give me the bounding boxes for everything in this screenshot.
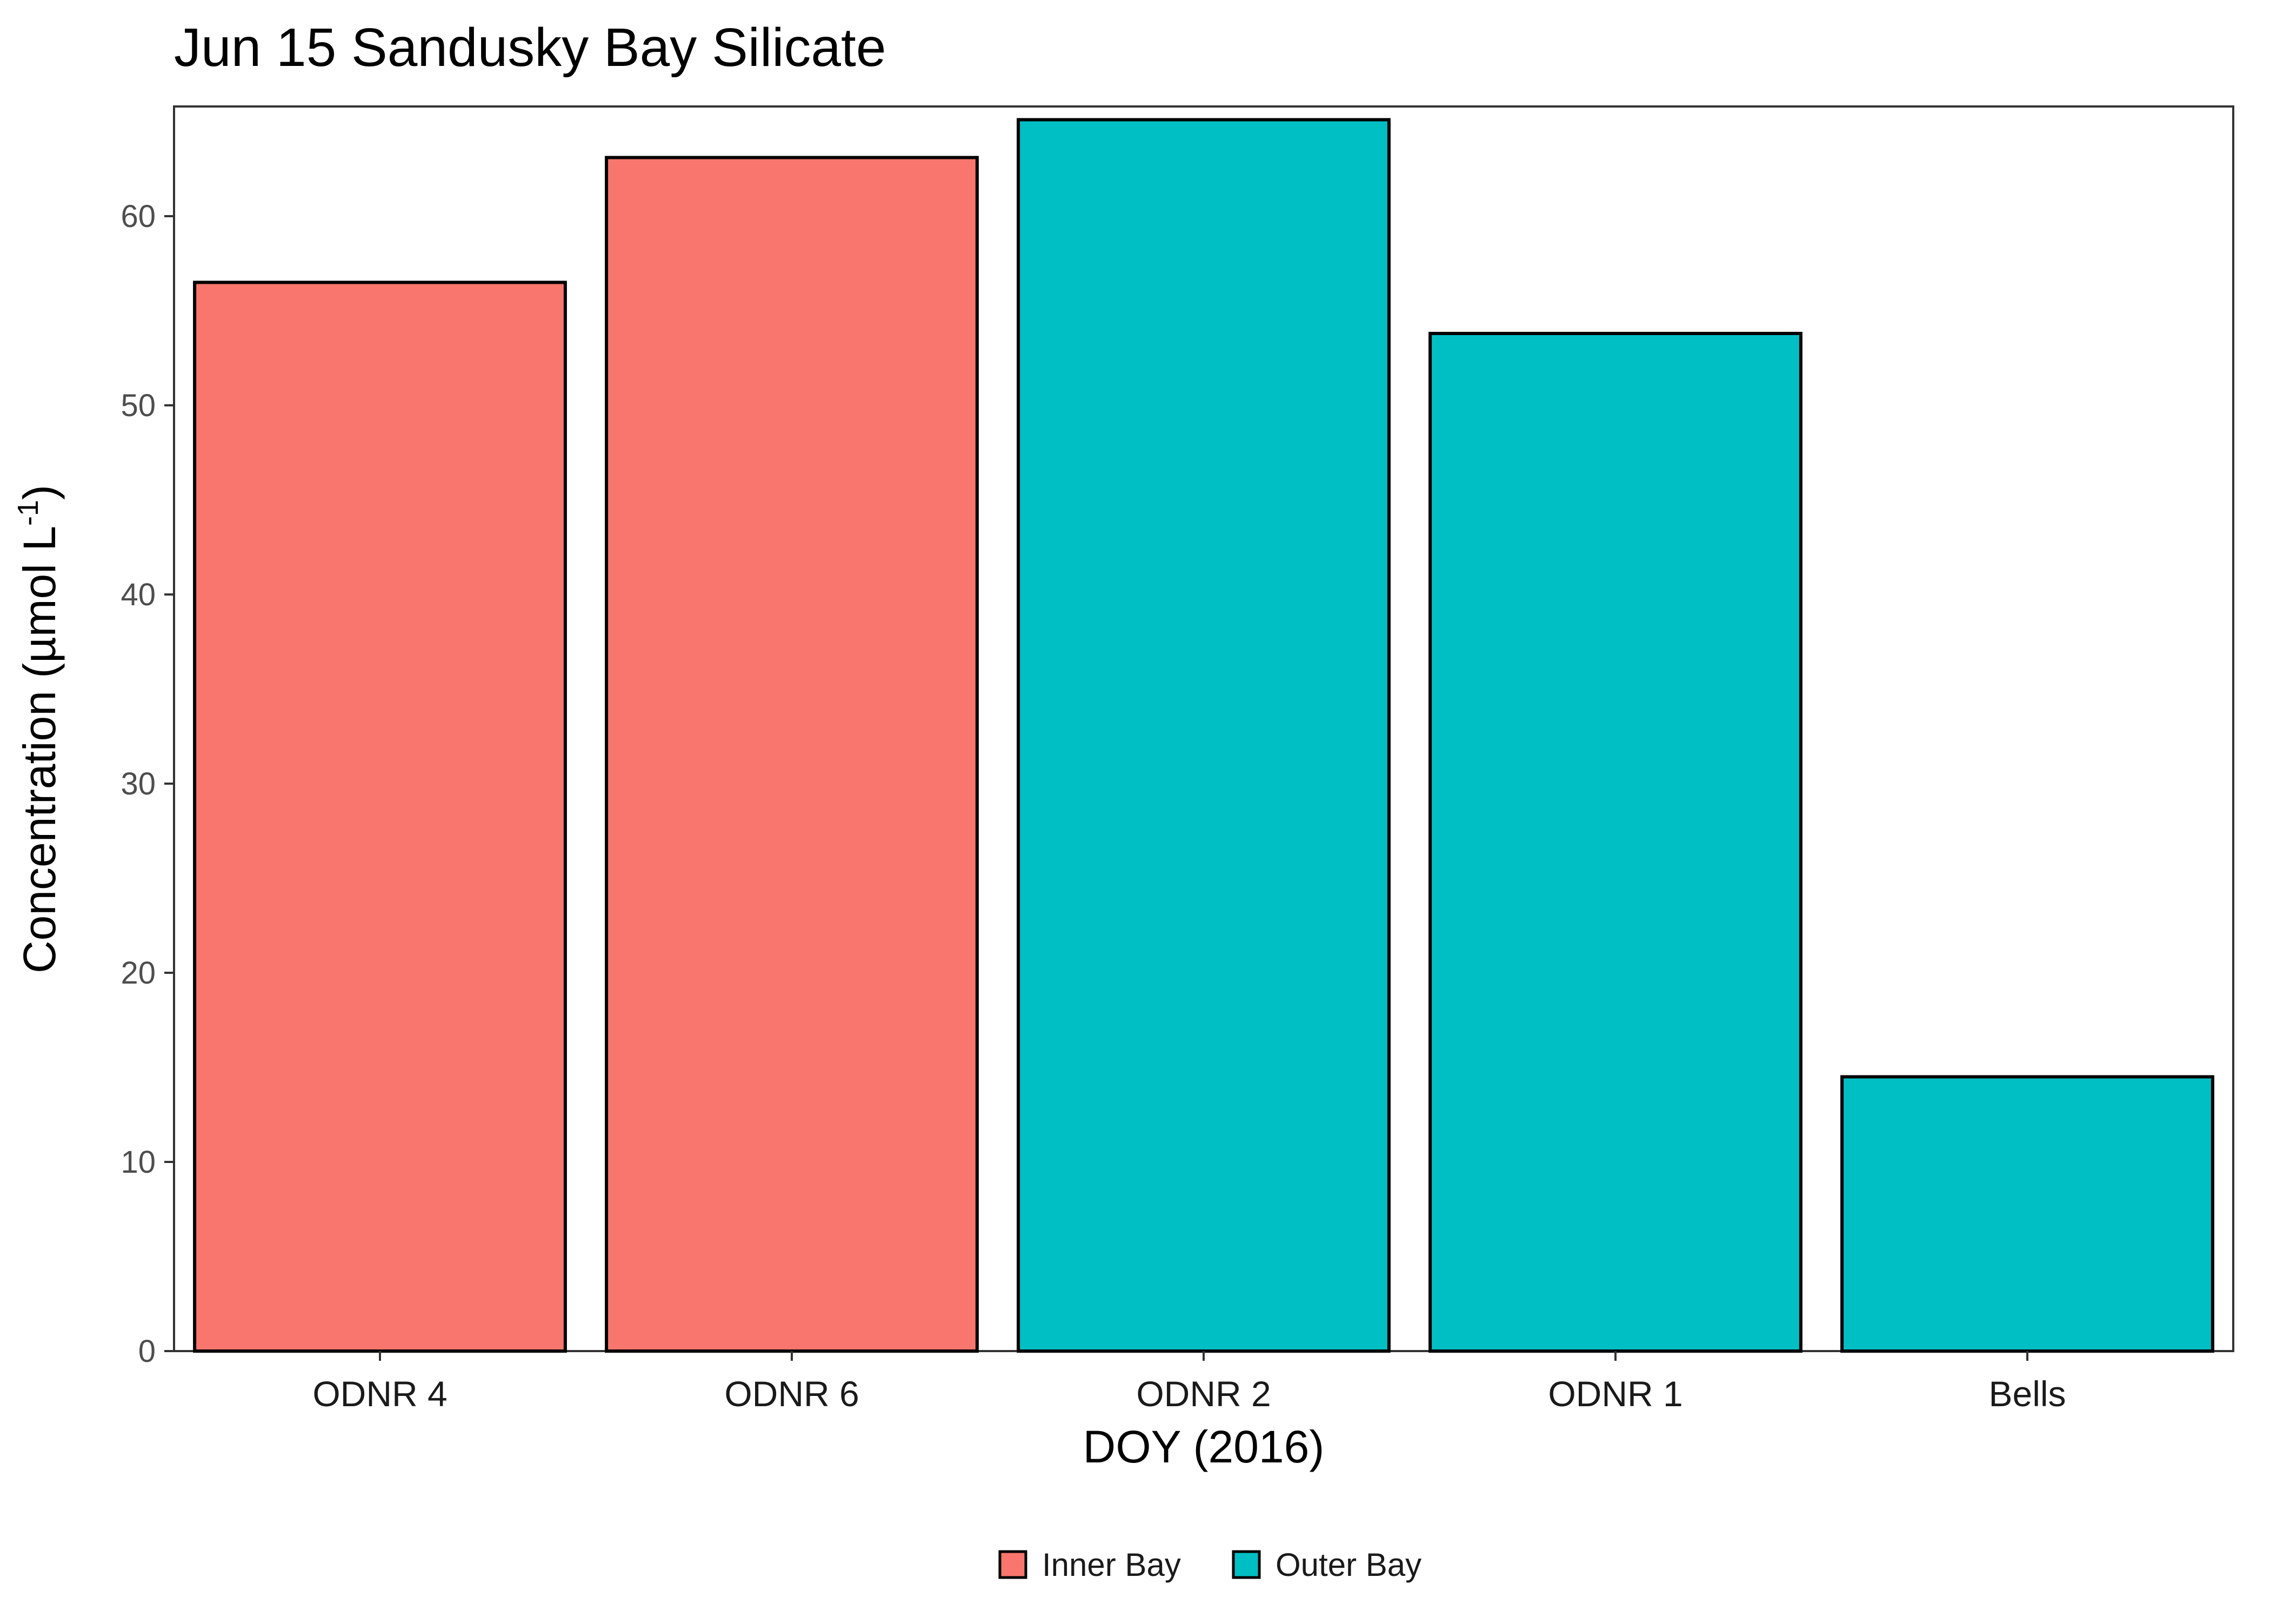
- x-tick-label: ODNR 4: [312, 1374, 447, 1414]
- y-tick-label: 0: [138, 1334, 156, 1369]
- bar-bells: [1840, 1075, 2214, 1353]
- y-axis-title: Concentration (µmol L-1): [12, 485, 65, 973]
- x-axis: ODNR 4 ODNR 6 ODNR 2 ODNR 1 Bells: [312, 1351, 2066, 1414]
- y-tick-label: 30: [121, 766, 156, 801]
- x-tick-label: Bells: [1988, 1374, 2066, 1414]
- bars-layer: [193, 118, 2214, 1353]
- y-tick-label: 20: [121, 955, 156, 991]
- x-tick-label: ODNR 6: [724, 1374, 859, 1414]
- x-axis-title: DOY (2016): [1083, 1421, 1325, 1472]
- bar-odnr-2: [1017, 118, 1391, 1353]
- y-axis-title-superscript: -1: [12, 500, 44, 526]
- legend-key-outer-bay: [1232, 1550, 1261, 1579]
- y-tick-label: 40: [121, 577, 156, 612]
- y-tick-label: 60: [121, 199, 156, 234]
- y-tick-label: 10: [121, 1145, 156, 1180]
- y-axis-title-text: Concentration (µmol L: [14, 526, 65, 973]
- legend-label-outer-bay: Outer Bay: [1276, 1547, 1421, 1583]
- x-tick-label: ODNR 2: [1136, 1374, 1271, 1414]
- y-axis-title-close: ): [14, 485, 65, 500]
- bar-odnr-1: [1428, 332, 1802, 1353]
- y-tick-label: 50: [121, 388, 156, 423]
- legend-key-inner-bay: [998, 1550, 1027, 1579]
- y-axis: 0 10 20 30 40 50 60: [121, 199, 174, 1369]
- bar-odnr-4: [193, 280, 567, 1353]
- x-tick-label: ODNR 1: [1548, 1374, 1683, 1414]
- bar-odnr-6: [605, 156, 979, 1353]
- chart-title: Jun 15 Sandusky Bay Silicate: [174, 17, 886, 78]
- legend: Inner Bay Outer Bay: [998, 1547, 1421, 1583]
- legend-label-inner-bay: Inner Bay: [1042, 1547, 1181, 1583]
